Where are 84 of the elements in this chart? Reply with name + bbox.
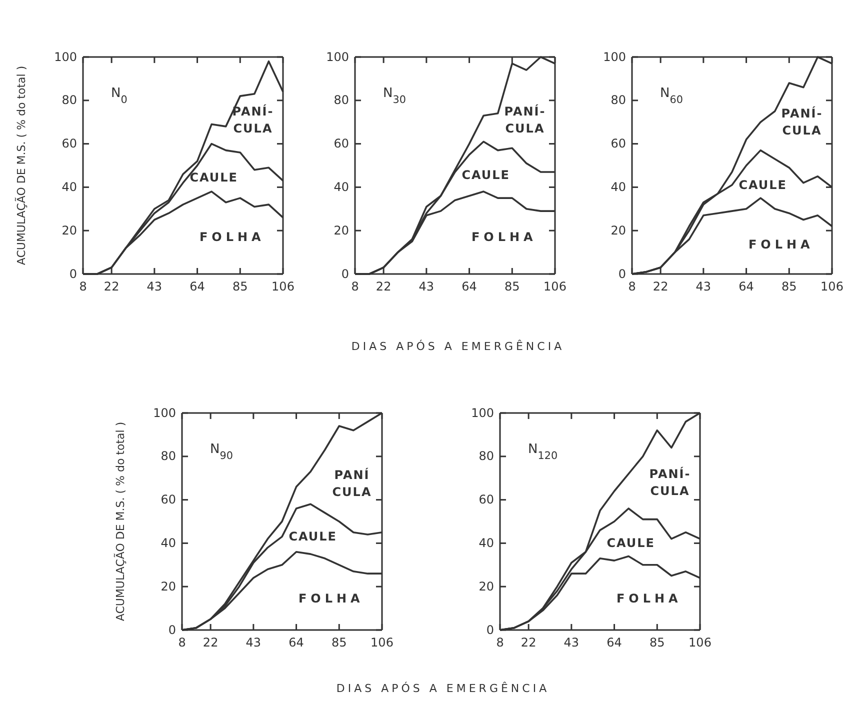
legend-label: PANÍ- CULA [781, 106, 823, 138]
text: N$_{60}$ [660, 86, 683, 106]
x-tick-label: 8 [351, 280, 359, 294]
x-tick-label: 64 [190, 280, 205, 294]
legend-label: PANÍ- CULA [649, 466, 691, 498]
x-axis-title: DIAS APÓS A EMERGÊNCIA [336, 681, 550, 695]
series-label: CAULE [288, 530, 338, 544]
x-tick-label: 22 [520, 636, 536, 650]
x-tick-label: 64 [288, 636, 304, 650]
x-tick-label: 85 [650, 636, 665, 650]
x-tick-label: 43 [564, 636, 580, 650]
x-tick-label: 22 [376, 280, 392, 294]
x-axis-title: DIAS APÓS A EMERGÊNCIA [351, 339, 565, 353]
x-tick-label: 85 [332, 636, 347, 650]
y-tick-label: 40 [334, 180, 349, 194]
text: N$_{0}$ [111, 86, 128, 106]
legend-label: FOLHA [471, 230, 537, 244]
y-tick-label: 20 [160, 579, 176, 594]
y-tick-label: 40 [610, 180, 626, 194]
x-tick-label: 8 [178, 636, 186, 650]
x-tick-label: 64 [738, 280, 754, 294]
x-tick-label: 22 [104, 280, 120, 294]
y-tick-label: 20 [334, 223, 349, 238]
y-tick-label: 60 [478, 492, 494, 507]
y-tick-label: 20 [62, 223, 77, 238]
y-tick-label: 100 [326, 50, 349, 64]
y-tick-label: 40 [160, 536, 176, 550]
y-axis-title: ACUMULAÇÃO DE M.S. ( % do total ) [14, 66, 28, 266]
series-label: CAULE [738, 178, 788, 192]
text: N$_{30}$ [383, 86, 406, 106]
x-tick-label: 106 [272, 280, 294, 294]
x-tick-label: 106 [820, 280, 844, 294]
y-tick-label: 60 [62, 136, 77, 151]
x-tick-label: 85 [782, 280, 797, 294]
series-label: FOLHA [748, 238, 814, 252]
y-tick-label: 40 [478, 536, 494, 550]
y-tick-label: 80 [610, 93, 626, 108]
y-tick-label: 0 [168, 622, 176, 637]
y-tick-label: 0 [69, 266, 77, 281]
x-tick-label: 22 [652, 280, 668, 294]
text: N$_{120}$ [528, 442, 558, 462]
series-label: PANÍ- CULA [232, 104, 274, 136]
x-tick-label: 43 [696, 280, 712, 294]
y-tick-label: 60 [610, 136, 626, 151]
x-tick-label: 64 [462, 280, 477, 294]
x-tick-label: 8 [79, 280, 87, 294]
y-tick-label: 80 [334, 93, 349, 108]
y-tick-label: 80 [160, 449, 176, 464]
series-label: PANÍ- CULA [504, 104, 546, 136]
legend-label: FOLHA [199, 230, 265, 244]
series-label: FOLHA [298, 591, 364, 606]
x-tick-label: 8 [496, 636, 504, 650]
x-tick-label: 85 [504, 280, 520, 294]
y-axis-title: ACUMULAÇÃO DE M.S. ( % do total ) [113, 422, 127, 622]
y-tick-label: 60 [160, 492, 176, 507]
y-tick-label: 40 [62, 180, 77, 194]
x-tick-label: 43 [246, 636, 262, 650]
x-tick-label: 8 [628, 280, 636, 294]
x-tick-label: 22 [202, 636, 218, 650]
x-tick-label: 106 [688, 636, 712, 650]
y-tick-label: 80 [478, 449, 494, 464]
series-label: FOLHA [616, 591, 682, 606]
y-tick-label: 100 [54, 50, 77, 64]
x-tick-label: 106 [544, 280, 566, 294]
x-tick-label: 43 [146, 280, 162, 294]
series-label: CAULE [606, 536, 656, 550]
y-tick-label: 100 [603, 50, 626, 64]
y-tick-label: 80 [62, 93, 77, 108]
series-label: CAULE [462, 168, 510, 182]
x-tick-label: 106 [370, 636, 394, 650]
y-tick-label: 0 [486, 622, 494, 637]
x-tick-label: 85 [232, 280, 248, 294]
y-tick-label: 0 [618, 266, 626, 281]
y-tick-label: 20 [610, 223, 626, 238]
legend-label: PANÍ CULA [332, 467, 372, 500]
y-tick-label: 0 [341, 266, 349, 281]
y-tick-label: 100 [471, 406, 494, 420]
y-tick-label: 100 [153, 406, 176, 420]
text: N$_{90}$ [210, 442, 233, 462]
x-tick-label: 64 [606, 636, 622, 650]
y-tick-label: 60 [334, 136, 349, 151]
x-tick-label: 43 [418, 280, 434, 294]
y-tick-label: 20 [478, 579, 494, 594]
series-label: CAULE [190, 170, 238, 184]
